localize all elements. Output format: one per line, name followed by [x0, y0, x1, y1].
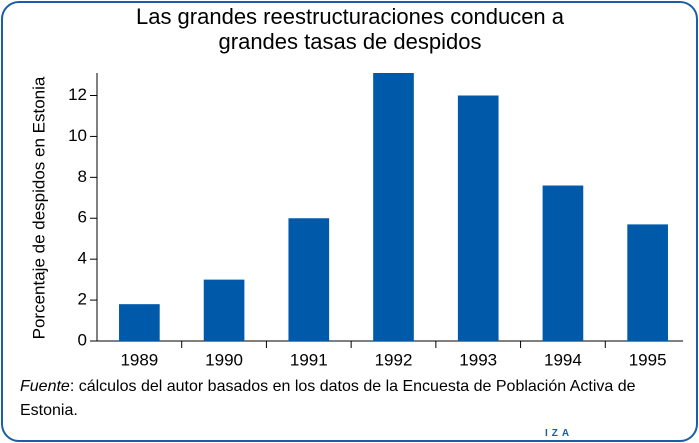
y-tick-label: 4 — [78, 249, 87, 268]
y-tick-label: 10 — [68, 126, 87, 145]
x-tick-label: 1990 — [205, 350, 243, 369]
bar — [288, 218, 330, 341]
bar — [542, 185, 584, 341]
x-tick-label: 1989 — [120, 350, 158, 369]
bar — [203, 279, 245, 341]
x-tick-label: 1991 — [290, 350, 328, 369]
y-tick-label: 2 — [78, 290, 87, 309]
bar — [373, 73, 414, 341]
source-text: : cálculos del autor basados en los dato… — [20, 378, 636, 419]
source-label: Fuente — [20, 378, 70, 395]
x-tick-label: 1994 — [544, 350, 582, 369]
y-tick-label: 12 — [68, 85, 87, 104]
y-tick-label: 0 — [78, 330, 87, 349]
x-tick-label: 1995 — [629, 350, 667, 369]
x-tick-label: 1992 — [375, 350, 413, 369]
logo: IZA — [545, 428, 574, 439]
y-axis-label: Porcentaje de despidos en Estonia — [29, 76, 48, 339]
source-note: Fuente: cálculos del autor basados en lo… — [20, 375, 640, 423]
y-tick-label: 6 — [78, 208, 87, 227]
bar — [119, 304, 160, 341]
bar — [627, 224, 668, 341]
chart-title: Las grandes reestructuraciones conducen … — [135, 4, 565, 54]
x-tick-label: 1993 — [459, 350, 497, 369]
y-tick-label: 8 — [78, 167, 87, 186]
bar — [457, 95, 499, 341]
